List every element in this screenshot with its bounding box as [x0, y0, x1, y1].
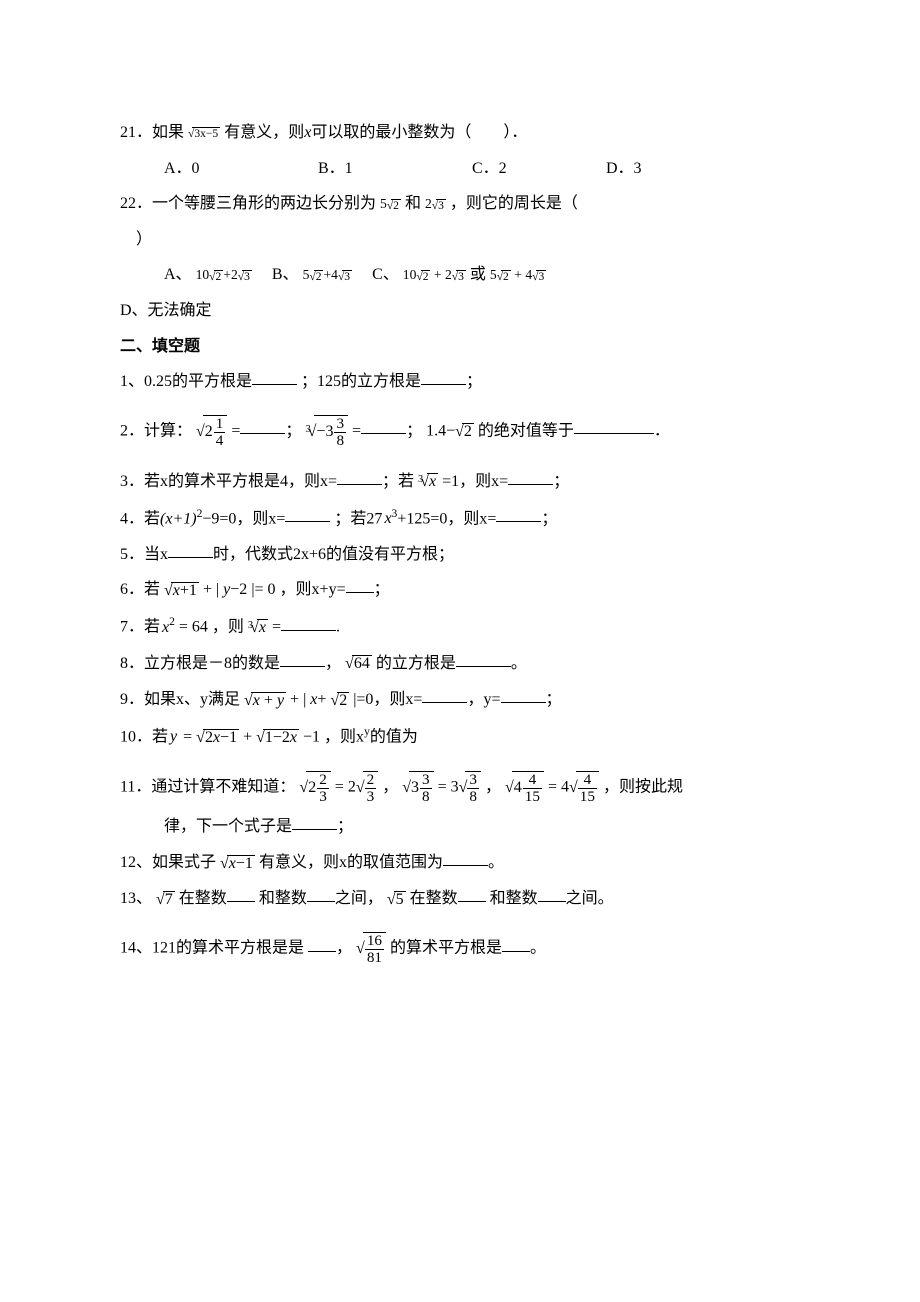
blank[interactable] — [443, 851, 488, 866]
q22-close: ） — [136, 231, 152, 248]
q21-opt-b[interactable]: B．1 — [318, 156, 468, 182]
blank[interactable] — [285, 507, 330, 522]
q22-opt-a[interactable]: A、 10√2+2√3 — [164, 266, 256, 283]
fill-10: 10．若y = √2x−1 + √1−2x −1 ，则xy的值为 — [120, 723, 810, 750]
fill-4: 4．若(x+1)2−9=0，则x= ；若27x3+125=0，则x=； — [120, 505, 810, 532]
q22-close-line: ） — [120, 227, 810, 253]
q22-a: 5√2 — [380, 196, 401, 211]
blank[interactable] — [252, 370, 297, 385]
blank[interactable] — [168, 542, 213, 557]
fill-14: 14、121的算术平方根是是 ， √1681 的算术平方根是。 — [120, 932, 810, 966]
blank[interactable] — [281, 615, 336, 630]
q22-b: 2√3 — [425, 196, 446, 211]
q21-opt-a[interactable]: A．0 — [164, 156, 314, 182]
blank[interactable] — [502, 937, 530, 952]
blank[interactable] — [422, 688, 467, 703]
q21-opt-d[interactable]: D．3 — [606, 156, 642, 182]
blank[interactable] — [346, 578, 374, 593]
blank[interactable] — [456, 651, 511, 666]
fill-3: 3．若x的算术平方根是4，则x=；若 3√x =1，则x=； — [120, 469, 810, 495]
blank[interactable] — [227, 887, 255, 902]
fill-8: 8．立方根是－8的数是， √64 的立方根是。 — [120, 651, 810, 677]
q22-opt-c[interactable]: C、 10√2 + 2√3 或 5√2 + 4√3 — [372, 266, 546, 283]
f2-root2: 3√−338 — [305, 415, 348, 449]
fill-1: 1、0.25的平方根是 ；125的立方根是； — [120, 369, 810, 395]
blank[interactable] — [496, 507, 541, 522]
q21-opt-c[interactable]: C．2 — [472, 156, 602, 182]
fill-9: 9．如果x、y满足 √x + y + | x+ √2 |=0，则x=，y=； — [120, 687, 810, 713]
blank[interactable] — [280, 651, 325, 666]
blank[interactable] — [308, 937, 336, 952]
q22-label: 22．一个等腰三角形的两边长分别为 — [120, 195, 376, 212]
q22-line1: 22．一个等腰三角形的两边长分别为 5√2 和 2√3 ，则它的周长是（ — [120, 191, 810, 217]
q21-options: A．0 B．1 C．2 D．3 — [120, 156, 810, 182]
q21-line1: 21．如果 √3x−5 有意义，则x可以取的最小整数为（ ）． — [120, 120, 810, 146]
q22-options-abc: A、 10√2+2√3 B、 5√2+4√3 C、 10√2 + 2√3 或 5… — [120, 262, 810, 288]
q22-opt-d[interactable]: D、无法确定 — [120, 298, 810, 324]
q21-label: 21．如果 — [120, 124, 184, 141]
fill-12: 12、如果式子 √x−1 有意义，则x的取值范围为。 — [120, 850, 810, 876]
blank[interactable] — [307, 887, 335, 902]
blank[interactable] — [421, 370, 466, 385]
blank[interactable] — [240, 419, 285, 434]
fill-11-l1: 11．通过计算不难知道： √223 = 2√23 ， √338 = 3√38 ，… — [120, 771, 810, 805]
q22-tail: ，则它的周长是（ — [450, 195, 578, 212]
fill-7: 7．若x2 = 64 ，则 3√x =. — [120, 613, 810, 640]
fill-13: 13、 √7 在整数 和整数之间， √5 在整数 和整数之间。 — [120, 886, 810, 912]
q22-opt-b[interactable]: B、 5√2+4√3 — [272, 266, 356, 283]
blank[interactable] — [292, 815, 337, 830]
q22-and: 和 — [405, 195, 421, 212]
blank[interactable] — [538, 887, 566, 902]
fill-6: 6．若 √x+1 + | y−2 |= 0 ，则x+y=； — [120, 577, 810, 603]
f2-root1: √214 — [196, 415, 227, 449]
fill-11-l2: 律，下一个式子是； — [120, 814, 810, 840]
q21-sqrt: √3x−5 — [188, 122, 220, 144]
fill-5: 5．当x时，代数式2x+6的值没有平方根； — [120, 542, 810, 568]
blank[interactable] — [361, 419, 406, 434]
fill-2: 2．计算： √214 =； 3√−338 =； 1.4−√2 的绝对值等于． — [120, 415, 810, 449]
blank[interactable] — [337, 469, 382, 484]
section-2-title: 二、填空题 — [120, 334, 810, 360]
blank[interactable] — [508, 469, 553, 484]
blank[interactable] — [574, 419, 654, 434]
q21-t2: 可以取的最小整数为（ ）． — [311, 124, 527, 141]
blank[interactable] — [458, 887, 486, 902]
q21-t1: 有意义，则 — [224, 124, 304, 141]
blank[interactable] — [501, 688, 546, 703]
